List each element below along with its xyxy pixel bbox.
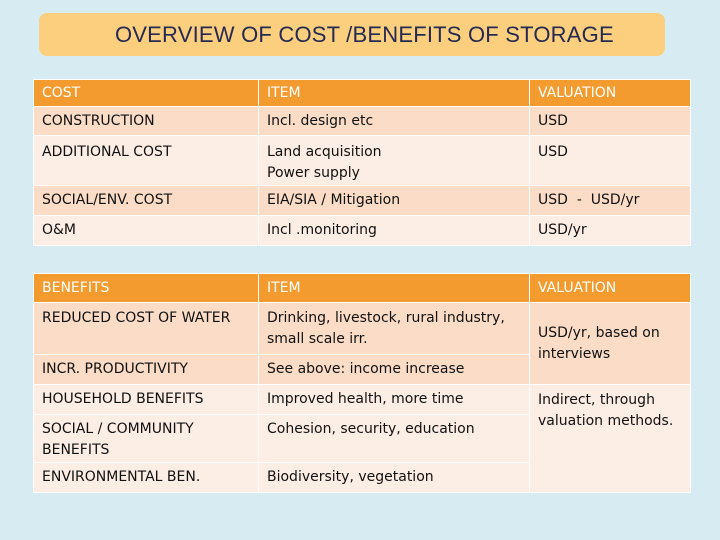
table-row: SOCIAL/ENV. COST EIA/SIA / Mitigation US… (33, 185, 691, 216)
benefits-header-benefits: BENEFITS (33, 273, 259, 303)
benefit-item: Drinking, livestock, rural industry, sma… (258, 302, 530, 355)
benefit-item: Cohesion, security, education (258, 414, 530, 463)
cost-header-item: ITEM (258, 79, 530, 107)
benefit-valuation: USD/yr, based on interviews (529, 302, 691, 385)
cost-name: SOCIAL/ENV. COST (33, 185, 259, 216)
table-row: INCR. PRODUCTIVITY See above: income inc… (33, 354, 691, 385)
benefits-header-valuation: VALUATION (529, 273, 691, 303)
table-row: SOCIAL / COMMUNITY BENEFITS Cohesion, se… (33, 414, 691, 463)
table-row: O&M Incl .monitoring USD/yr (33, 215, 691, 246)
benefit-name: ENVIRONMENTAL BEN. (33, 462, 259, 493)
table-row: HOUSEHOLD BENEFITS Improved health, more… (33, 384, 691, 493)
cost-table: COST ITEM VALUATION CONSTRUCTION Incl. d… (33, 79, 691, 246)
cost-name: ADDITIONAL COST (33, 135, 259, 186)
cost-valuation: USD - USD/yr (529, 185, 691, 216)
benefit-item: Biodiversity, vegetation (258, 462, 530, 493)
cost-valuation: USD/yr (529, 215, 691, 246)
benefits-table: BENEFITS ITEM VALUATION REDUCED COST OF … (33, 273, 691, 493)
cost-header-valuation: VALUATION (529, 79, 691, 107)
cost-name: CONSTRUCTION (33, 106, 259, 136)
table-row: ADDITIONAL COST Land acquisition Power s… (33, 135, 691, 186)
benefit-item: Improved health, more time (258, 384, 530, 415)
title-banner: OVERVIEW OF COST /BENEFITS OF STORAGE (39, 13, 665, 56)
cost-header-cost: COST (33, 79, 259, 107)
table-row: ENVIRONMENTAL BEN. Biodiversity, vegetat… (33, 462, 691, 493)
cost-valuation: USD (529, 135, 691, 186)
cost-item: EIA/SIA / Mitigation (258, 185, 530, 216)
page-title: OVERVIEW OF COST /BENEFITS OF STORAGE (115, 22, 614, 47)
cost-item: Land acquisition Power supply (258, 135, 530, 186)
benefit-valuation: Indirect, through valuation methods. (529, 384, 691, 493)
cost-valuation: USD (529, 106, 691, 136)
benefit-name: SOCIAL / COMMUNITY BENEFITS (33, 414, 259, 463)
cost-item: Incl .monitoring (258, 215, 530, 246)
benefit-name: REDUCED COST OF WATER (33, 302, 259, 355)
cost-item: Incl. design etc (258, 106, 530, 136)
benefit-item: See above: income increase (258, 354, 530, 385)
cost-header-row: COST ITEM VALUATION (33, 79, 691, 107)
cost-name: O&M (33, 215, 259, 246)
benefits-header-item: ITEM (258, 273, 530, 303)
benefit-name: INCR. PRODUCTIVITY (33, 354, 259, 385)
benefit-name: HOUSEHOLD BENEFITS (33, 384, 259, 415)
benefits-header-row: BENEFITS ITEM VALUATION (33, 273, 691, 303)
table-row: REDUCED COST OF WATER Drinking, livestoc… (33, 302, 691, 385)
table-row: CONSTRUCTION Incl. design etc USD (33, 106, 691, 136)
